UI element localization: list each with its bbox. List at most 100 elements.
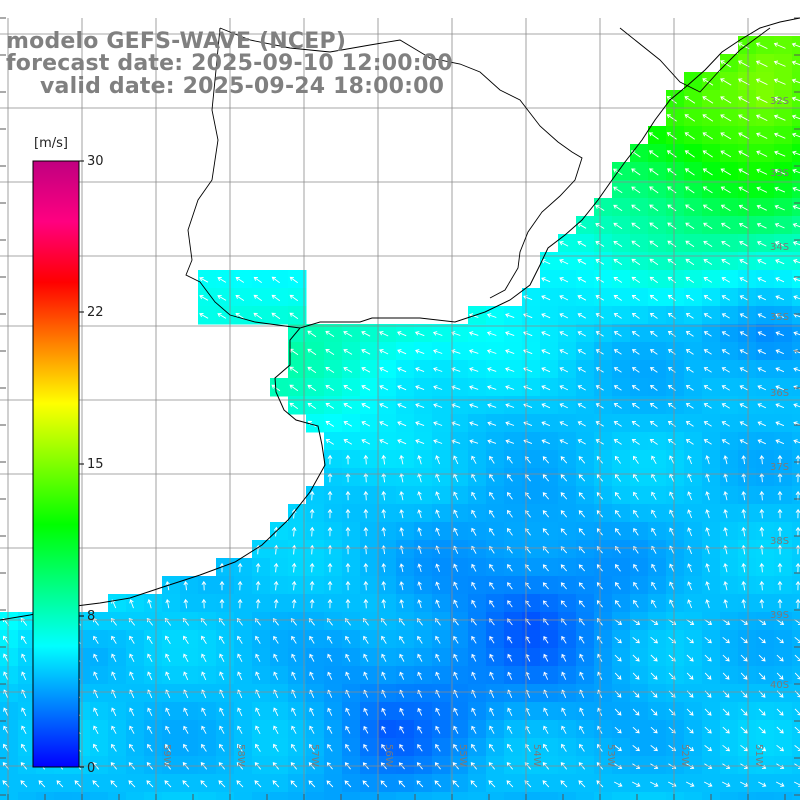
wind-arrow	[723, 508, 728, 519]
wind-arrow	[613, 385, 622, 391]
wind-cell	[432, 666, 451, 685]
wind-cell	[756, 288, 775, 307]
wind-cell	[360, 414, 379, 433]
wind-arrow	[309, 689, 315, 698]
wind-arrow	[165, 599, 171, 609]
wind-cell	[558, 270, 577, 289]
wind-cell	[522, 576, 541, 595]
wind-arrow	[183, 725, 189, 734]
wind-arrow	[793, 331, 800, 336]
lat-label: 37S	[770, 462, 789, 473]
wind-arrow	[289, 366, 299, 374]
wind-arrow	[507, 636, 513, 644]
wind-cell	[90, 756, 109, 775]
wind-cell	[414, 324, 433, 343]
wind-cell	[720, 612, 739, 631]
wind-cell	[306, 414, 325, 433]
wind-arrow	[777, 598, 783, 609]
wind-arrow	[21, 743, 27, 752]
wind-arrow	[739, 439, 748, 445]
wind-cell	[432, 414, 451, 433]
wind-cell	[612, 324, 631, 343]
wind-arrow	[93, 689, 99, 699]
wind-cell	[234, 576, 253, 595]
wind-arrow	[613, 295, 622, 301]
wind-cell	[216, 756, 235, 775]
wind-cell	[306, 630, 325, 649]
wind-cell	[756, 396, 775, 415]
wind-cell	[522, 288, 541, 307]
wind-cell	[576, 306, 595, 325]
wind-cell	[558, 576, 577, 595]
wind-cell	[720, 180, 739, 199]
wind-cell	[738, 324, 757, 343]
wind-cell	[360, 702, 379, 721]
wind-cell	[774, 540, 793, 559]
wind-arrow	[201, 725, 207, 734]
wind-arrow	[345, 707, 351, 716]
wind-cell	[702, 360, 721, 379]
wind-cell	[558, 522, 577, 541]
wind-arrow	[325, 439, 334, 445]
wind-cell	[666, 270, 685, 289]
wind-cell	[702, 90, 721, 109]
wind-arrow	[614, 491, 621, 500]
wind-arrow	[559, 241, 569, 247]
wind-cell	[306, 648, 325, 667]
wind-arrow	[720, 150, 732, 158]
wind-cell	[342, 612, 361, 631]
wind-cell	[324, 504, 343, 523]
wind-cell	[360, 432, 379, 451]
wind-cell	[666, 90, 685, 109]
wind-arrow	[183, 689, 189, 699]
wind-cell	[0, 738, 19, 757]
wind-cell	[144, 612, 163, 631]
wind-arrow	[561, 707, 567, 717]
wind-arrow	[417, 653, 423, 662]
wind-cell	[432, 630, 451, 649]
wind-arrow	[756, 186, 768, 193]
wind-arrow	[773, 96, 786, 103]
wind-cell	[522, 558, 541, 577]
wind-cell	[216, 738, 235, 757]
wind-cell	[378, 522, 397, 541]
wind-cell	[666, 504, 685, 523]
wind-cell	[540, 270, 559, 289]
wind-cell	[180, 738, 199, 757]
wind-cell	[450, 756, 469, 775]
wind-arrow	[668, 619, 677, 625]
wind-cell	[252, 594, 271, 613]
wind-cell	[774, 612, 793, 631]
wind-arrow	[669, 599, 675, 609]
wind-arrow	[561, 671, 567, 680]
wind-cell	[0, 756, 19, 775]
wind-cell	[162, 666, 181, 685]
wind-cell	[234, 684, 253, 703]
wind-cell	[234, 612, 253, 631]
wind-cell	[360, 324, 379, 343]
wind-cell	[108, 720, 127, 739]
wind-arrow	[417, 707, 423, 716]
wind-arrow	[633, 455, 639, 464]
wind-cell	[666, 108, 685, 127]
wind-cell	[666, 612, 685, 631]
wind-cell	[630, 198, 649, 217]
wind-arrow	[128, 780, 136, 788]
wind-arrow	[578, 600, 585, 608]
wind-arrow	[219, 725, 225, 734]
wind-arrow	[720, 78, 732, 86]
wind-arrow	[273, 580, 279, 591]
wind-cell	[648, 126, 667, 145]
wind-cell	[450, 432, 469, 451]
wind-cell	[432, 540, 451, 559]
wind-cell	[324, 774, 343, 793]
wind-cell	[126, 774, 145, 793]
wind-cell	[486, 306, 505, 325]
wind-cell	[234, 288, 253, 307]
wind-arrow	[561, 635, 567, 644]
wind-cell	[684, 252, 703, 271]
wind-cell	[648, 270, 667, 289]
wind-cell	[468, 738, 487, 757]
wind-arrow	[775, 295, 785, 301]
wind-arrow	[685, 781, 695, 787]
